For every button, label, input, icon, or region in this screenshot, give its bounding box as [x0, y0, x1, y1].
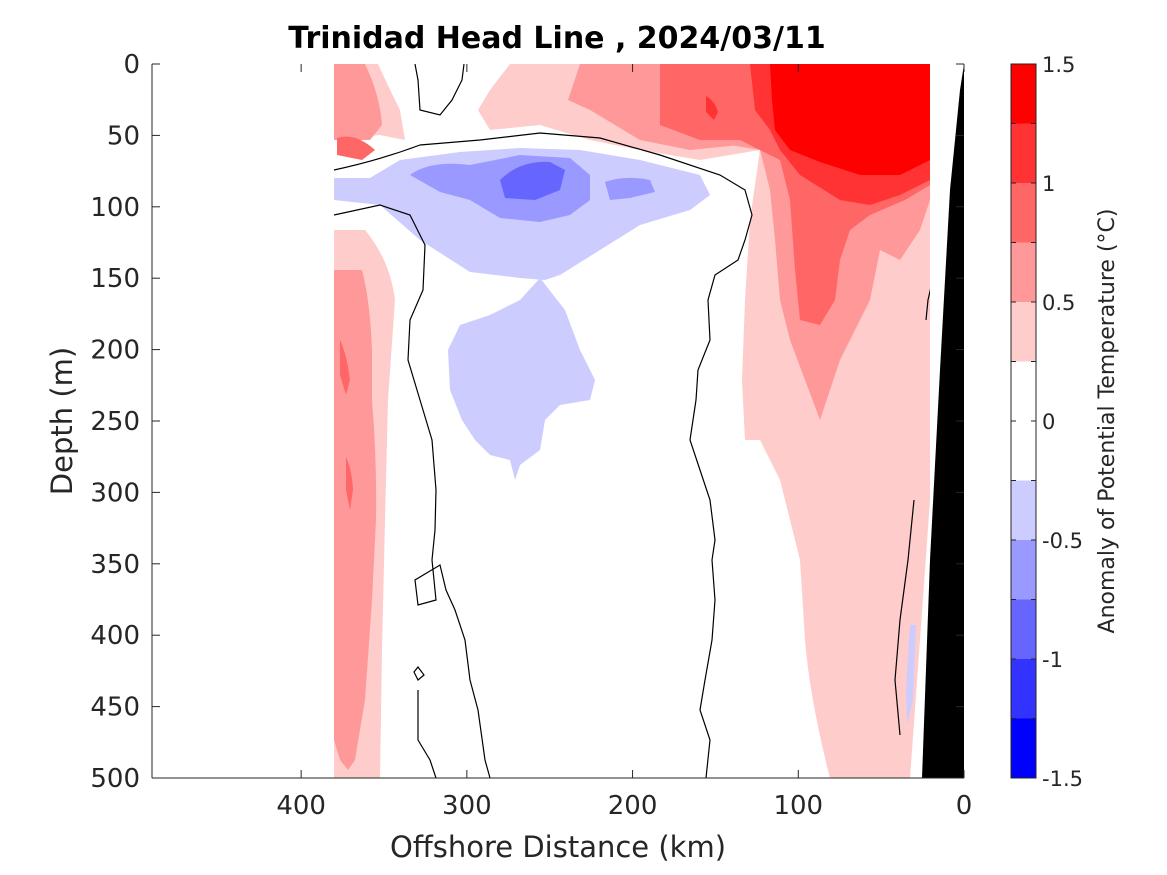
- y-tick-label: 400: [90, 621, 140, 651]
- colorbar-tick-label: 1.5: [1042, 53, 1075, 77]
- colorbar-label: Anomaly of Potential Temperature (°C): [1095, 209, 1120, 634]
- contour-fill-negative-0-75: [500, 161, 565, 200]
- y-tick-label: 250: [90, 407, 140, 437]
- colorbar-swatch: [1011, 123, 1036, 183]
- y-axis-ticks: 0 50 100 150 200 250 300 350 400 450 500: [90, 50, 964, 794]
- x-tick-label: 300: [442, 791, 492, 821]
- colorbar-tick-label: -1: [1042, 648, 1063, 672]
- colorbar-swatch: [1011, 718, 1036, 778]
- contour-fill-positive-0-75: [337, 136, 375, 160]
- colorbar-swatch: [1011, 242, 1036, 302]
- colorbar-swatch: [1011, 302, 1036, 362]
- x-axis-label: Offshore Distance (km): [390, 830, 726, 864]
- contour-fill-positive-0-75: [346, 457, 353, 510]
- x-tick-label: 100: [773, 791, 823, 821]
- contour-fill-negative-0-5: [605, 177, 655, 200]
- y-tick-label: 500: [90, 764, 140, 794]
- colorbar-tick-label: 0.5: [1042, 291, 1075, 315]
- chart-title: Trinidad Head Line , 2024/03/11: [288, 21, 825, 56]
- zero-contour-line: [333, 132, 753, 779]
- contour-fill-positive-0-75: [340, 340, 350, 395]
- colorbar-swatch: [1011, 421, 1036, 481]
- contour-fill-positive-0-5: [334, 270, 377, 770]
- x-axis-ticks: 400 300 200 100 0: [276, 64, 972, 821]
- colorbar: 1.5 1 0.5 0 -0.5 -1 -1.5: [1010, 53, 1083, 791]
- y-tick-label: 150: [90, 264, 140, 294]
- zero-contour-line: [413, 666, 425, 681]
- colorbar-swatch: [1011, 183, 1036, 243]
- y-tick-label: 0: [123, 50, 140, 80]
- y-tick-label: 300: [90, 478, 140, 508]
- colorbar-swatch: [1011, 659, 1036, 719]
- colorbar-tick-label: 1: [1042, 172, 1055, 196]
- colorbar-swatch: [1011, 540, 1036, 600]
- zero-contour-line: [414, 63, 465, 116]
- colorbar-tick-label: -1.5: [1042, 767, 1083, 791]
- contour-field: [333, 63, 964, 779]
- contour-fill-positive-1-0: [706, 96, 718, 120]
- colorbar-swatch: [1011, 361, 1036, 421]
- y-tick-label: 450: [90, 693, 140, 723]
- colorbar-swatch: [1011, 599, 1036, 659]
- zero-contour-line: [894, 499, 915, 736]
- y-tick-label: 200: [90, 336, 140, 366]
- y-tick-label: 350: [90, 550, 140, 580]
- zero-contour-line: [333, 204, 491, 779]
- colorbar-swatch: [1011, 480, 1036, 540]
- x-tick-label: 400: [276, 791, 326, 821]
- zero-contour-line: [417, 690, 437, 779]
- contour-fill-positive-1-25: [770, 64, 930, 175]
- x-tick-label: 200: [608, 791, 658, 821]
- colorbar-swatch: [1011, 64, 1036, 124]
- contour-fill-negative-0-25: [906, 625, 916, 725]
- bathymetry: [922, 64, 964, 778]
- y-axis-label: Depth (m): [45, 347, 79, 495]
- colorbar-tick-label: -0.5: [1042, 529, 1083, 553]
- y-tick-label: 50: [107, 121, 140, 151]
- y-tick-label: 100: [90, 193, 140, 223]
- contour-fill-negative-0-25: [448, 278, 595, 480]
- contour-fill-positive-0-5: [334, 64, 382, 140]
- x-tick-label: 0: [956, 791, 973, 821]
- colorbar-tick-label: 0: [1042, 410, 1055, 434]
